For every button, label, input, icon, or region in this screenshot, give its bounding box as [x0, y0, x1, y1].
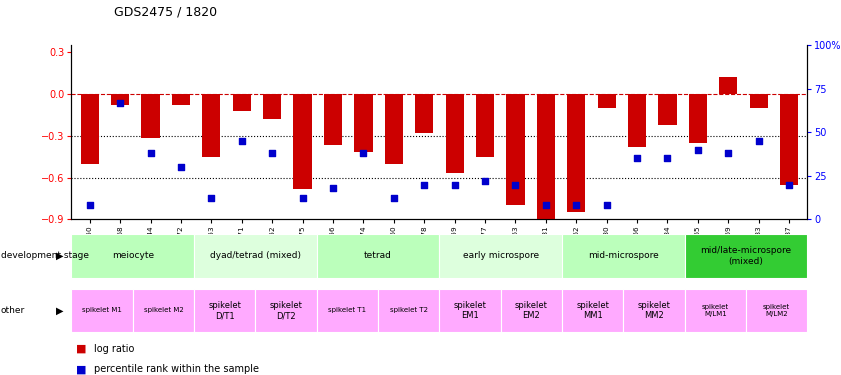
Point — [114, 99, 127, 105]
Bar — [81, 94, 99, 164]
Text: early microspore: early microspore — [463, 251, 539, 260]
Bar — [562, 234, 685, 278]
Text: spikelet
EM1: spikelet EM1 — [453, 301, 487, 320]
Point — [296, 195, 309, 201]
Bar — [746, 289, 807, 332]
Text: spikelet
MM2: spikelet MM2 — [637, 301, 670, 320]
Bar — [71, 289, 133, 332]
Bar — [317, 234, 439, 278]
Bar — [685, 234, 807, 278]
Bar — [500, 289, 562, 332]
Bar — [628, 94, 646, 147]
Bar — [780, 94, 798, 184]
Bar — [567, 94, 585, 212]
Bar — [537, 94, 555, 219]
Bar — [689, 94, 707, 142]
Bar — [194, 289, 256, 332]
Point — [387, 195, 400, 201]
Bar — [749, 94, 768, 108]
Bar — [111, 94, 130, 105]
Text: spikelet M1: spikelet M1 — [82, 308, 122, 314]
Point — [174, 164, 188, 170]
Text: spikelet
MM1: spikelet MM1 — [576, 301, 609, 320]
Bar — [324, 94, 342, 146]
Bar — [685, 289, 746, 332]
Bar — [194, 234, 317, 278]
Text: mid-microspore: mid-microspore — [588, 251, 659, 260]
Bar — [141, 94, 160, 138]
Bar — [719, 77, 738, 94]
Point — [235, 138, 248, 144]
Bar — [256, 289, 317, 332]
Text: spikelet T1: spikelet T1 — [328, 308, 367, 314]
Text: log ratio: log ratio — [94, 344, 135, 354]
Bar — [598, 94, 616, 108]
Bar — [384, 94, 403, 164]
Text: other: other — [1, 306, 25, 315]
Point — [509, 182, 522, 188]
Bar — [202, 94, 220, 157]
Point — [83, 202, 97, 208]
Text: mid/late-microspore
(mixed): mid/late-microspore (mixed) — [701, 246, 791, 266]
Point — [752, 138, 765, 144]
Bar — [446, 94, 463, 173]
Point — [600, 202, 613, 208]
Bar — [317, 289, 378, 332]
Bar — [354, 94, 373, 152]
Bar — [562, 289, 623, 332]
Point — [661, 155, 674, 161]
Text: meiocyte: meiocyte — [112, 251, 154, 260]
Point — [569, 202, 583, 208]
Text: spikelet T2: spikelet T2 — [389, 308, 428, 314]
Bar — [378, 289, 439, 332]
Text: spikelet
EM2: spikelet EM2 — [515, 301, 547, 320]
Point — [417, 182, 431, 188]
Bar — [623, 289, 685, 332]
Bar — [233, 94, 251, 111]
Text: ▶: ▶ — [56, 251, 63, 261]
Point — [448, 182, 462, 188]
Point — [691, 147, 705, 153]
Text: spikelet
D/T2: spikelet D/T2 — [270, 301, 303, 320]
Point — [326, 185, 340, 191]
Text: dyad/tetrad (mixed): dyad/tetrad (mixed) — [210, 251, 301, 260]
Bar — [506, 94, 525, 206]
Point — [782, 182, 796, 188]
Point — [539, 202, 553, 208]
Text: development stage: development stage — [1, 251, 89, 260]
Bar — [476, 94, 495, 157]
Bar — [439, 234, 562, 278]
Bar — [415, 94, 433, 133]
Bar — [659, 94, 677, 124]
Text: ■: ■ — [76, 344, 86, 354]
Point — [144, 150, 157, 156]
Bar — [439, 289, 500, 332]
Text: spikelet
M/LM2: spikelet M/LM2 — [763, 304, 791, 317]
Point — [357, 150, 370, 156]
Text: GDS2475 / 1820: GDS2475 / 1820 — [114, 6, 217, 19]
Bar — [172, 94, 190, 105]
Bar — [263, 94, 281, 119]
Point — [722, 150, 735, 156]
Text: percentile rank within the sample: percentile rank within the sample — [94, 364, 259, 374]
Bar — [71, 234, 194, 278]
Bar — [133, 289, 194, 332]
Point — [631, 155, 644, 161]
Bar — [294, 94, 312, 189]
Point — [479, 178, 492, 184]
Point — [266, 150, 279, 156]
Text: spikelet
M/LM1: spikelet M/LM1 — [701, 304, 729, 317]
Text: ■: ■ — [76, 364, 86, 374]
Text: spikelet M2: spikelet M2 — [144, 308, 183, 314]
Text: tetrad: tetrad — [364, 251, 392, 260]
Text: ▶: ▶ — [56, 305, 63, 315]
Text: spikelet
D/T1: spikelet D/T1 — [209, 301, 241, 320]
Point — [204, 195, 218, 201]
